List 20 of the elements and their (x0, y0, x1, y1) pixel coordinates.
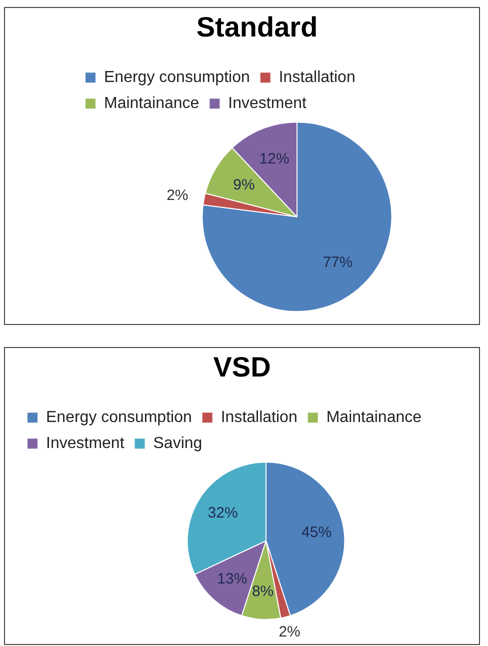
data-label: 2% (166, 187, 188, 204)
legend-label: Installation (220, 409, 298, 426)
data-label: 9% (233, 176, 255, 194)
data-label: 8% (252, 582, 274, 600)
legend-label: Energy consumption (46, 409, 192, 426)
legend-label: Investment (46, 435, 125, 452)
data-label: 2% (278, 624, 300, 641)
legend-label: Saving (153, 435, 202, 452)
chart-title: VSD (213, 352, 271, 383)
data-label: 32% (208, 504, 238, 522)
legend-label: Maintainance (326, 409, 422, 426)
data-label: 13% (217, 570, 248, 588)
legend-label: Installation (278, 69, 356, 86)
data-label: 12% (259, 150, 290, 168)
data-label: 77% (322, 254, 353, 272)
legend-label: Investment (228, 95, 307, 112)
legend-label: Energy consumption (104, 69, 250, 86)
chart-title: Standard (196, 12, 318, 43)
data-label: 45% (302, 524, 332, 541)
legend-label: Maintainance (104, 95, 200, 112)
